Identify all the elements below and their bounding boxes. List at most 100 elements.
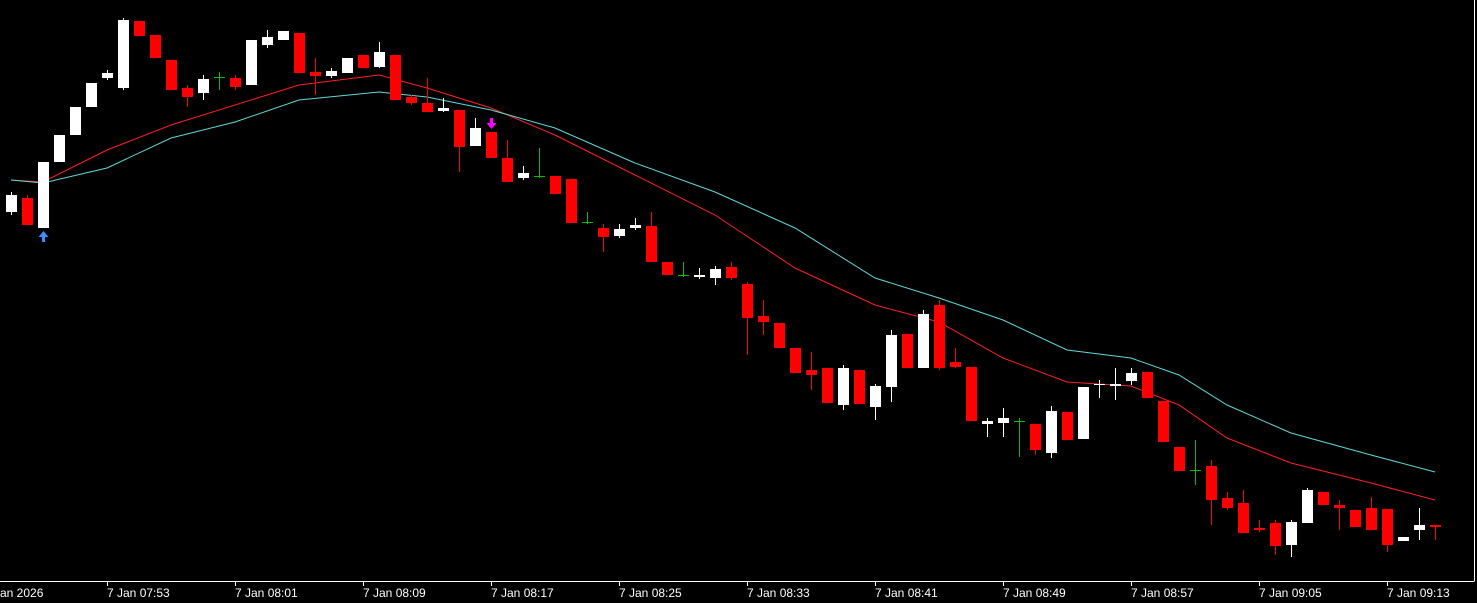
candle-body [1030,424,1041,450]
candle-body [1158,401,1169,442]
x-tick-label: 7 Jan 08:33 [747,586,810,600]
candle-body [54,135,65,162]
candle-body [294,33,305,73]
candle-body [790,348,801,373]
candle-body [358,55,369,68]
candle-body [1430,525,1441,527]
candle-body [38,162,49,228]
candle-body [1110,384,1121,386]
candle-body [1302,490,1313,523]
candle-body [918,314,929,368]
candle-body [966,367,977,421]
candle-body [1270,523,1281,546]
candle-body [230,78,241,87]
candle-body [406,97,417,103]
candle-body [870,386,881,407]
candle-body [758,316,769,322]
x-tick-label: 7 Jan 09:13 [1387,586,1450,600]
candle-body [342,58,353,73]
candle-body [742,284,753,318]
candle-body [774,323,785,348]
candle-body [998,418,1009,423]
x-tick-label: 7 Jan 07:53 [107,586,170,600]
candle-body [486,132,497,158]
candle-body [102,73,113,78]
x-tick-label: 7 Jan 08:57 [1131,586,1194,600]
candle-body [710,269,721,278]
candle-body [982,421,993,424]
candle-body [694,275,705,277]
candle-body [326,71,337,76]
x-tick-label: 7 Jan 08:49 [1003,586,1066,600]
x-tick-label: 7 Jan 08:01 [235,586,298,600]
candle-body [1078,387,1089,439]
candle-body [422,103,433,112]
candle-body [70,107,81,135]
candle-body [950,362,961,367]
candle-body [1286,522,1297,545]
candle-body [86,83,97,107]
candle-body [518,173,529,178]
candle-body [1206,466,1217,500]
candle-body [1046,411,1057,453]
candle-body [806,370,817,375]
candle-body [1126,373,1137,381]
candle-body [1174,447,1185,471]
candle-body [6,195,17,212]
candle-body [1142,372,1153,398]
candle-body [118,20,129,88]
candle-body [902,334,913,368]
candle-body [1318,492,1329,505]
candle-body [1222,498,1233,508]
candle-body [1094,384,1105,385]
candle-body [1382,509,1393,545]
candle-body [278,31,289,40]
candle-body [390,55,401,100]
candle-body [886,335,897,387]
candle-body [934,305,945,368]
candle-body [182,88,193,97]
x-tick-label: 7 Jan 08:41 [875,586,938,600]
candle-body [310,72,321,76]
candle-body [598,228,609,237]
candle-body [726,267,737,278]
candle-body [470,128,481,146]
candle-body [1350,510,1361,527]
candle-body [566,179,577,223]
candle-body [854,370,865,404]
x-tick-label: 7 Jan 08:25 [619,586,682,600]
candle-body [454,110,465,147]
x-tick-label: 7 Jan 09:05 [1259,586,1322,600]
x-axis-start-label: an 2026 [0,586,44,600]
candle-body [198,79,209,93]
moving-average [10,74,1436,501]
candle-body [134,21,145,36]
candle-body [374,52,385,67]
signal-arrow [38,231,49,242]
candle-body [1238,503,1249,533]
candle-body [1254,528,1265,530]
candle-body [262,37,273,45]
candle-body [1366,508,1377,530]
candle-body [822,368,833,403]
moving-average [10,91,1436,473]
candle-body [1414,525,1425,530]
candle-body [438,108,449,111]
candle-body [22,198,33,225]
candle-body [550,176,561,194]
candle-body [614,229,625,236]
candle-body [150,35,161,58]
candle-body [662,262,673,275]
candle-body [646,226,657,262]
candle-body [166,60,177,90]
candle-body [1334,505,1345,508]
candle-body [1062,412,1073,440]
candle-body [246,40,257,85]
signal-arrow [486,118,497,129]
candle-body [1398,537,1409,541]
candle-body [502,158,513,182]
candle-body [630,225,641,228]
candle-body [838,368,849,405]
